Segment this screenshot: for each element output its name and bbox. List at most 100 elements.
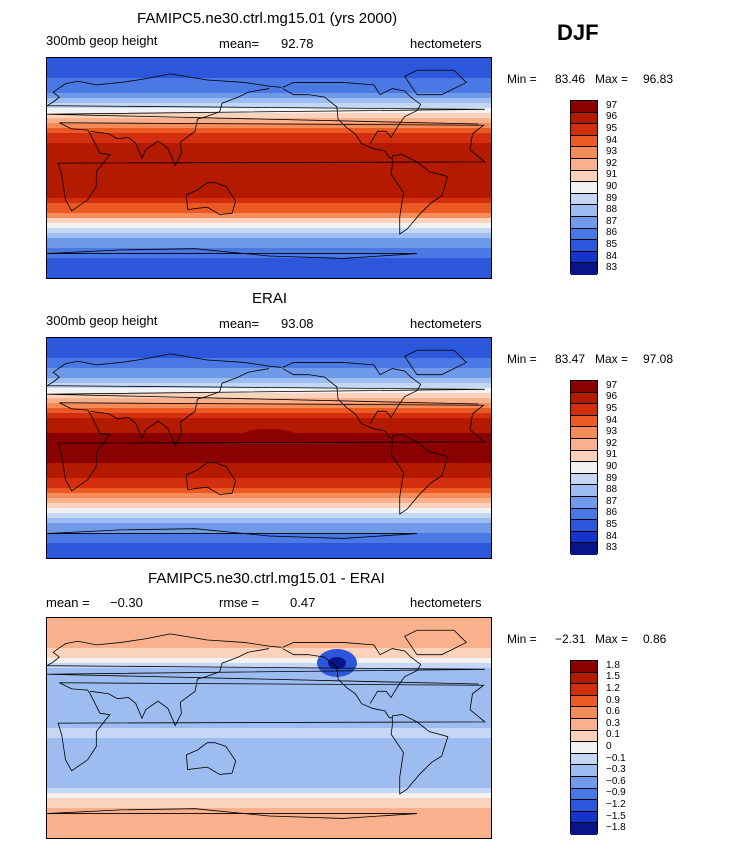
zonal-band <box>47 338 491 344</box>
zonal-band <box>47 423 491 429</box>
zonal-band <box>47 733 491 739</box>
panel2-min-value: 83.47 <box>555 352 586 366</box>
zonal-band <box>47 163 491 169</box>
zonal-band <box>47 143 491 149</box>
zonal-band <box>47 103 491 109</box>
colorbar-tick-label: 88 <box>606 484 618 496</box>
zonal-band <box>47 713 491 719</box>
zonal-band <box>47 193 491 199</box>
colorbar-tick-label: 87 <box>606 215 618 227</box>
colorbar-cell <box>571 240 597 252</box>
coastline <box>90 648 270 727</box>
zonal-band <box>47 663 491 669</box>
zonal-band <box>47 403 491 409</box>
zonal-band <box>47 668 491 674</box>
panel3-title: FAMIPC5.ne30.ctrl.mg15.01 - ERAI <box>148 570 385 587</box>
zonal-band <box>47 688 491 694</box>
zonal-band <box>47 63 491 69</box>
zonal-band <box>47 408 491 414</box>
zonal-band <box>47 703 491 709</box>
coastline <box>282 82 422 144</box>
panel3-rmse-label: rmse = <box>219 595 260 610</box>
zonal-band <box>47 58 491 64</box>
colorbar-tick-label: 0.1 <box>606 729 620 741</box>
panel1-variable-label: 300mb geop height <box>46 33 158 48</box>
zonal-band <box>47 788 491 794</box>
panel1-min-label: Min = <box>507 72 537 86</box>
colorbar-cell <box>571 112 597 125</box>
panel2-mean-label: mean= <box>219 316 260 331</box>
colorbar-cell <box>571 765 597 777</box>
colorbar-tick-label: 1.2 <box>606 683 620 694</box>
coastline <box>90 368 270 447</box>
coastline <box>47 808 418 819</box>
panel3-map-svg <box>47 618 491 838</box>
colorbar-cell <box>571 462 597 474</box>
colorbar-cell <box>571 147 597 159</box>
zonal-band <box>47 503 491 509</box>
coastline <box>282 368 393 439</box>
zonal-band <box>47 658 491 664</box>
zonal-band <box>47 243 491 249</box>
coastline <box>390 434 449 515</box>
colorbar-cell <box>571 135 597 148</box>
zonal-band <box>47 178 491 184</box>
zonal-band <box>47 223 491 229</box>
zonal-band <box>47 168 491 174</box>
colorbar-cell <box>571 672 597 685</box>
zonal-band <box>47 673 491 679</box>
zonal-band <box>47 633 491 639</box>
coastline <box>390 714 449 795</box>
panel1-min-value: 83.46 <box>555 72 586 86</box>
zonal-band <box>47 638 491 644</box>
colorbar-cell <box>571 776 597 789</box>
zonal-band <box>47 113 491 119</box>
zonal-band <box>47 273 491 278</box>
colorbar-cell <box>571 101 597 113</box>
zonal-band <box>47 228 491 234</box>
panel1-mean-label: mean= <box>219 36 260 51</box>
panel3-rmse-value: 0.47 <box>290 595 316 610</box>
colorbar-tick-label: 92 <box>606 157 618 169</box>
colorbar-cell <box>571 695 597 708</box>
zonal-band <box>47 538 491 544</box>
zonal-band <box>47 708 491 714</box>
panel2-map <box>46 337 492 559</box>
coastline <box>404 349 468 376</box>
zonal-band <box>47 623 491 629</box>
colorbar-cell <box>571 216 597 229</box>
colorbar-tick-label: 1.8 <box>606 659 620 671</box>
panel2-title: ERAI <box>252 290 288 307</box>
zonal-band <box>47 478 491 484</box>
zonal-band <box>47 203 491 209</box>
zonal-band <box>47 473 491 479</box>
colorbar-cell <box>571 404 597 416</box>
colorbar-cell <box>571 730 597 743</box>
colorbar-tick-label: 88 <box>606 204 618 216</box>
coastline <box>404 69 468 96</box>
zonal-band <box>47 718 491 724</box>
colorbar-cell <box>571 415 597 428</box>
zonal-band <box>47 138 491 144</box>
panel2-max-value: 97.08 <box>643 352 674 366</box>
zonal-band <box>47 398 491 404</box>
zonal-band <box>47 263 491 269</box>
panel3-units: hectometers <box>410 595 482 610</box>
colorbar-tick-label: 85 <box>606 239 618 250</box>
zonal-band <box>47 793 491 799</box>
zonal-band <box>47 343 491 349</box>
colorbar-cell <box>571 788 597 801</box>
colorbar-cell <box>571 228 597 241</box>
colorbar-cell <box>571 170 597 183</box>
panel3-min-label: Min = <box>507 632 537 646</box>
colorbar-cell <box>571 438 597 451</box>
panel3-mean-value: −0.30 <box>110 595 143 610</box>
zonal-band <box>47 488 491 494</box>
coastline <box>185 742 237 775</box>
colorbar-cell <box>571 427 597 439</box>
colorbar-tick-label: 92 <box>606 437 618 449</box>
coastline <box>282 362 422 424</box>
coastline <box>57 682 486 772</box>
colorbar-tick-label: −1.5 <box>606 810 626 822</box>
zonal-band <box>47 358 491 364</box>
